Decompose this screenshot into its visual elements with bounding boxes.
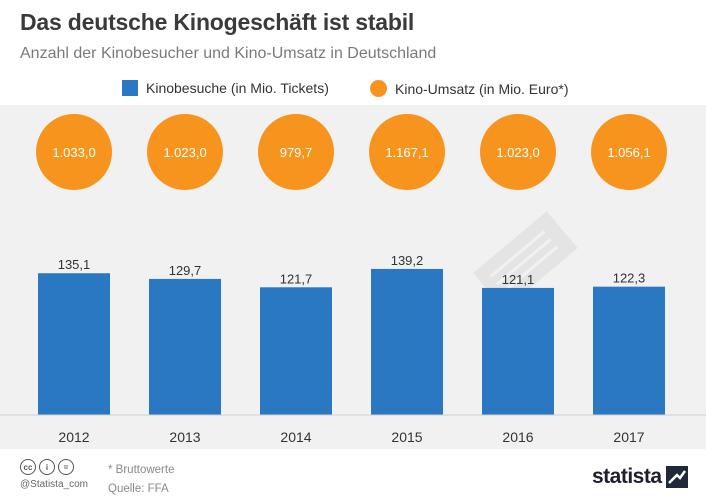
legend-item-dot: Kino-Umsatz (in Mio. Euro*) (370, 80, 569, 97)
legend: Kinobesuche (in Mio. Tickets) Kino-Umsat… (0, 80, 706, 102)
revenue-dot-2012 (36, 114, 112, 190)
revenue-dot-2016 (480, 114, 556, 190)
revenue-dot-2014 (258, 114, 334, 190)
no-derivatives-icon: = (58, 459, 74, 475)
footnotes: * Bruttowerte Quelle: FFA (108, 461, 174, 499)
license-icons: cc i = (20, 459, 74, 475)
social-handle: @Statista_com (20, 479, 88, 490)
cc-icon: cc (20, 459, 36, 475)
x-tick-label: 2012 (58, 429, 89, 445)
x-tick-label: 2017 (613, 429, 644, 445)
chart-subtitle: Anzahl der Kinobesucher und Kino-Umsatz … (20, 45, 437, 62)
bar-2013 (149, 278, 221, 415)
legend-bar-swatch (122, 80, 138, 96)
revenue-dot-2013 (147, 114, 223, 190)
revenue-value-label: 1.023,0 (163, 145, 206, 160)
bar-2017 (593, 286, 665, 415)
bar-2014 (260, 287, 332, 415)
bar-2015 (371, 268, 443, 415)
x-tick-label: 2016 (502, 429, 533, 445)
x-tick-label: 2014 (280, 429, 311, 445)
statista-logo-icon (665, 466, 688, 488)
bar-value-label: 135,1 (58, 257, 91, 272)
bar-value-label: 121,1 (502, 272, 535, 287)
chart-title: Das deutsche Kinogeschäft ist stabil (20, 9, 415, 35)
revenue-value-label: 1.167,1 (385, 145, 428, 160)
bar-value-label: 139,2 (391, 253, 424, 268)
revenue-dot-2015 (369, 114, 445, 190)
bar-value-label: 121,7 (280, 271, 313, 286)
x-tick-label: 2013 (169, 429, 200, 445)
brand-logo[interactable]: statista (592, 465, 688, 489)
source: Quelle: FFA (108, 483, 169, 495)
x-tick-label: 2015 (391, 429, 422, 445)
revenue-value-label: 1.033,0 (52, 145, 95, 160)
brand-name: statista (592, 465, 662, 488)
legend-item-bar: Kinobesuche (in Mio. Tickets) (122, 80, 329, 96)
legend-bar-label: Kinobesuche (in Mio. Tickets) (146, 80, 329, 96)
chart-svg: 135,1 1.033,0 129,7 1.023,0 121,7 979,7 139,2 1… (0, 114, 706, 445)
revenue-dot-2017 (591, 114, 667, 190)
footnote: * Bruttowerte (108, 464, 175, 476)
chart-panel: 135,1 1.033,0 129,7 1.023,0 121,7 979,7 139,2 1… (0, 105, 706, 449)
revenue-value-label: 979,7 (280, 145, 313, 160)
legend-dot-swatch (370, 80, 387, 97)
bar-2012 (38, 273, 110, 415)
bar-value-label: 122,3 (613, 271, 646, 286)
bar-2016 (482, 287, 554, 415)
revenue-value-label: 1.023,0 (496, 145, 539, 160)
bar-value-label: 129,7 (169, 263, 202, 278)
attribution-icon: i (39, 459, 55, 475)
legend-dot-label: Kino-Umsatz (in Mio. Euro*) (395, 80, 569, 97)
revenue-value-label: 1.056,1 (607, 145, 650, 160)
